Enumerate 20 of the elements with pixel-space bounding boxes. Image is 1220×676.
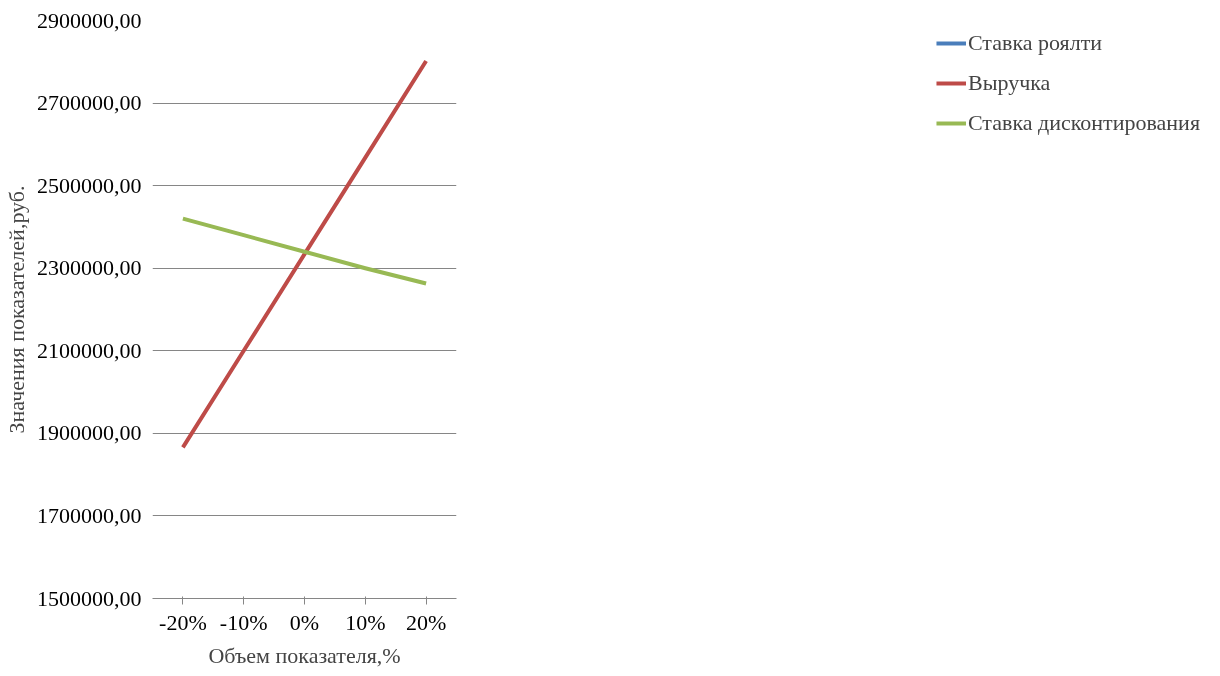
line-series: [180, 58, 429, 450]
y-tick-label: 2100000,00: [37, 337, 142, 363]
y-tick-label: 2300000,00: [37, 255, 142, 281]
line-series: [180, 216, 429, 286]
y-tick-label: 2500000,00: [37, 172, 142, 198]
legend-label: Ставка дисконтирования: [967, 110, 1200, 136]
y-tick-label: 1900000,00: [37, 420, 142, 446]
y-tick-label: 2900000,00: [37, 7, 142, 33]
x-tick-label: -10%: [219, 609, 268, 635]
y-tick-label: 1500000,00: [37, 585, 142, 611]
x-tick-label: 10%: [345, 609, 386, 635]
y-tick-label: 2700000,00: [37, 90, 142, 116]
x-tick-label: 0%: [289, 609, 320, 635]
legend-label: Ставка роялти: [967, 30, 1103, 56]
y-tick-label: 1700000,00: [37, 502, 142, 528]
legend-label: Выручка: [967, 70, 1051, 96]
x-tick-label: 20%: [405, 609, 447, 635]
y-axis-title: Значения показателей,руб.: [4, 185, 29, 434]
x-tick-label: -20%: [159, 609, 207, 635]
x-axis-title: Объем показателя,%: [208, 642, 401, 668]
